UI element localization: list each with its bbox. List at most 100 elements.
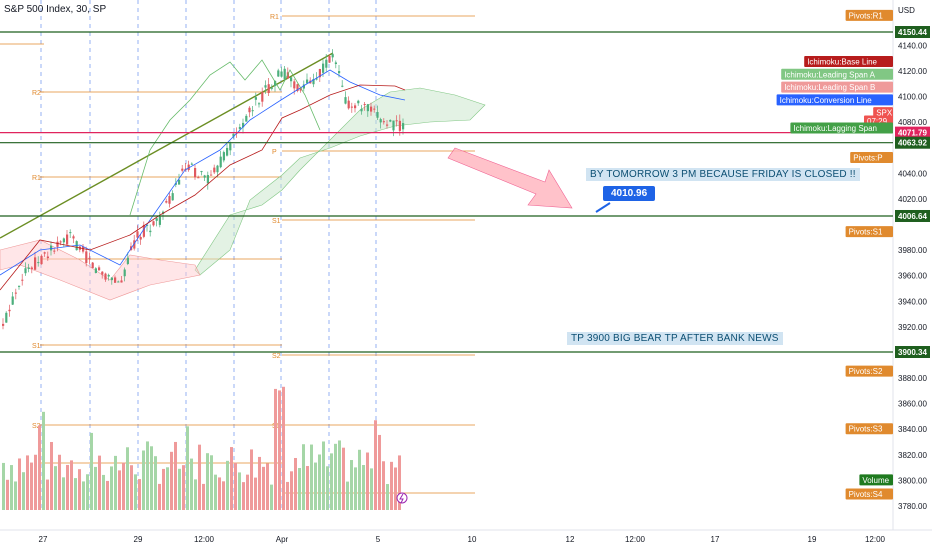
candle-body xyxy=(312,78,315,85)
candle-body xyxy=(258,103,261,105)
volume-bar xyxy=(14,481,17,510)
pivot-label: S2 xyxy=(32,423,41,430)
volume-bar xyxy=(278,390,281,510)
indicator-badge xyxy=(845,488,893,500)
volume-bar xyxy=(6,479,9,510)
indicator-badge xyxy=(873,107,893,119)
indicator-badge xyxy=(845,365,893,377)
volume-bar xyxy=(230,447,233,510)
candle-body xyxy=(178,179,181,185)
price-level-label: 4006.64 xyxy=(898,212,927,221)
candle-body xyxy=(107,274,110,277)
volume-bar xyxy=(226,460,229,510)
volume-bar xyxy=(318,454,321,510)
candle-body xyxy=(69,232,72,234)
price-tick-label: 4040.00 xyxy=(898,169,927,178)
price-level-badge xyxy=(895,26,930,38)
indicator-badge-label: Pivots:R1 xyxy=(849,11,884,20)
indicator-badge-label: SPX xyxy=(876,109,893,118)
volume-bar xyxy=(390,461,393,510)
candle-body xyxy=(24,268,27,274)
volume-bar xyxy=(18,458,21,510)
candle-body xyxy=(53,250,56,252)
candle-body xyxy=(216,165,219,173)
candle-body xyxy=(395,120,398,122)
volume-bar xyxy=(82,481,85,510)
ichimoku-cloud-red xyxy=(0,239,201,301)
forecast-arrow[interactable] xyxy=(447,147,573,209)
indicator-badge-label: Pivots:S3 xyxy=(849,425,883,434)
volume-bar xyxy=(22,472,25,510)
price-tick-label: 4120.00 xyxy=(898,67,927,76)
candle-body xyxy=(206,175,209,184)
price-level-badge xyxy=(895,346,930,358)
volume-bar xyxy=(234,462,237,510)
ichimoku-cloud xyxy=(194,87,486,276)
candle-body xyxy=(344,97,347,104)
event-marker[interactable] xyxy=(396,492,408,504)
volume-bar xyxy=(178,468,181,510)
volume-bar xyxy=(174,441,177,510)
candle-body xyxy=(274,80,277,86)
annotation-tomorrow[interactable]: BY TOMORROW 3 PM BECAUSE FRIDAY IS CLOSE… xyxy=(586,168,860,181)
volume-bar xyxy=(338,440,341,510)
price-callout[interactable]: 4010.96 xyxy=(603,186,656,201)
volume-bar xyxy=(70,460,73,510)
volume-bar xyxy=(130,465,133,510)
price-tick-label: 3940.00 xyxy=(898,297,927,306)
pivot-label: S1 xyxy=(32,343,41,350)
candle-body xyxy=(270,87,273,89)
candle-body xyxy=(264,85,267,88)
price-level-label: 3900.34 xyxy=(898,348,927,357)
annotation-target[interactable]: TP 3900 BIG BEAR TP AFTER BANK NEWS xyxy=(567,332,783,345)
price-level-label: 4063.92 xyxy=(898,139,927,148)
candle-body xyxy=(360,108,363,112)
candle-body xyxy=(88,257,91,259)
candle-body xyxy=(315,78,318,80)
volume-bar xyxy=(346,481,349,510)
pivot-label: R1 xyxy=(270,14,279,21)
candle-body xyxy=(37,262,40,264)
candle-body xyxy=(382,121,385,123)
volume-bar xyxy=(206,453,209,510)
price-level-label: 4071.79 xyxy=(898,129,927,138)
volume-bar xyxy=(182,465,185,510)
volume-bar xyxy=(122,462,125,510)
candle-body xyxy=(126,257,129,264)
indicator-badge xyxy=(804,55,893,67)
symbol-title[interactable]: S&P 500 Index, 30, SP xyxy=(4,4,107,15)
volume-bar xyxy=(350,460,353,510)
volume-bar xyxy=(138,479,141,510)
candle-body xyxy=(210,174,213,176)
volume-bar xyxy=(330,453,333,510)
price-tick-label: 3920.00 xyxy=(898,323,927,332)
lagging-span xyxy=(129,59,321,216)
time-tick-label: 10 xyxy=(468,535,477,544)
volume-bar xyxy=(238,472,241,510)
candle-body xyxy=(299,87,302,91)
volume-bar xyxy=(50,441,53,510)
candle-body xyxy=(389,120,392,122)
indicator-badge-label: 07:29 xyxy=(867,117,888,126)
candle-body xyxy=(104,273,107,280)
indicator-badge xyxy=(845,423,893,435)
pivot-label: P xyxy=(272,149,277,156)
price-level-badge xyxy=(895,126,930,139)
candle-body xyxy=(114,277,117,283)
trend-line[interactable] xyxy=(0,52,334,239)
conversion-line xyxy=(0,69,406,276)
volume-bar xyxy=(214,474,217,510)
volume-bar xyxy=(290,471,293,510)
candle-body xyxy=(341,85,344,87)
candle-body xyxy=(165,201,168,203)
candle-body xyxy=(366,104,369,112)
candle-body xyxy=(350,106,353,108)
volume-bar xyxy=(310,444,313,510)
volume-bar xyxy=(66,464,69,510)
candle-body xyxy=(152,221,155,226)
candle-body xyxy=(325,59,328,68)
candle-body xyxy=(363,104,366,106)
volume-bar xyxy=(146,441,149,510)
